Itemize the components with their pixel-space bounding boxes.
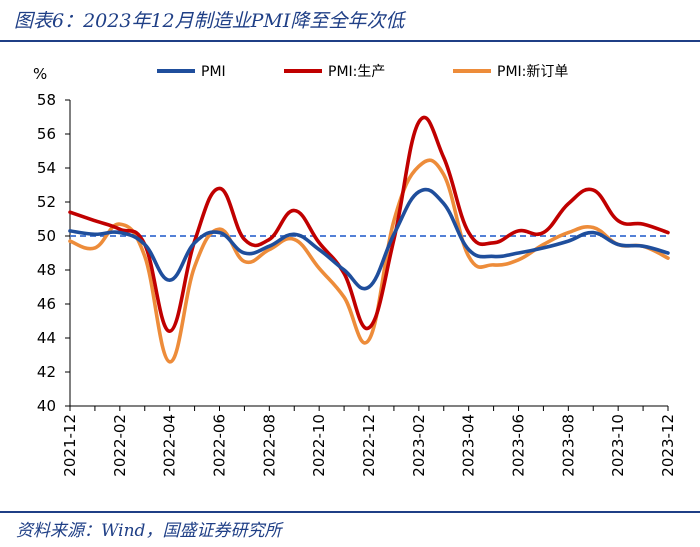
y-tick-label: 50 [37, 227, 56, 245]
source-note: 资料来源：Wind，国盛证券研究所 [16, 521, 282, 541]
series-line-2 [68, 158, 670, 364]
y-tick-label: 42 [37, 363, 56, 381]
y-tick-label: 48 [37, 261, 56, 279]
x-tick-label: 2022-12 [360, 414, 378, 477]
x-tick-label: 2023-04 [460, 414, 478, 477]
legend-label-0: PMI [201, 64, 226, 80]
title-rule [0, 40, 700, 42]
x-tick-label: 2022-06 [211, 414, 229, 477]
x-tick-label: 2023-06 [510, 414, 528, 477]
x-tick-label: 2023-10 [609, 414, 627, 477]
series-lines [68, 115, 670, 364]
line-chart: % 40 42 44 46 48 50 52 54 56 58 2021-12 2022-02 2022-… [33, 64, 677, 477]
x-tick-label: 2022-10 [310, 414, 328, 477]
x-tick-label: 2022-04 [161, 414, 179, 477]
x-tick-label: 2022-02 [111, 414, 129, 477]
chart-title: 图表6：2023年12月制造业PMI降至全年次低 [14, 10, 405, 32]
footer-rule [0, 511, 700, 513]
legend-label-1: PMI:生产 [328, 64, 385, 80]
legend: PMI PMI:生产 PMI:新订单 [157, 64, 568, 80]
y-tick-label: 40 [37, 397, 56, 415]
series-line-0 [68, 187, 670, 291]
x-tick-label: 2023-12 [659, 414, 677, 477]
series-line-1 [68, 115, 670, 333]
y-tick-label: 52 [37, 193, 56, 211]
legend-label-2: PMI:新订单 [497, 64, 568, 80]
y-tick-label: 44 [37, 329, 56, 347]
y-tick-label: 58 [37, 91, 56, 109]
y-tick-label: 56 [37, 125, 56, 143]
x-tick-label: 2022-08 [260, 414, 278, 477]
y-axis-unit-label: % [33, 65, 47, 83]
y-tick-label: 46 [37, 295, 56, 313]
chart-axes: % 40 42 44 46 48 50 52 54 56 58 2021-12 2022-02 2022-… [33, 65, 677, 477]
y-tick-label: 54 [37, 159, 56, 177]
x-tick-label: 2023-08 [559, 414, 577, 477]
x-tick-label: 2021-12 [61, 414, 79, 477]
x-tick-label: 2023-02 [410, 414, 428, 477]
